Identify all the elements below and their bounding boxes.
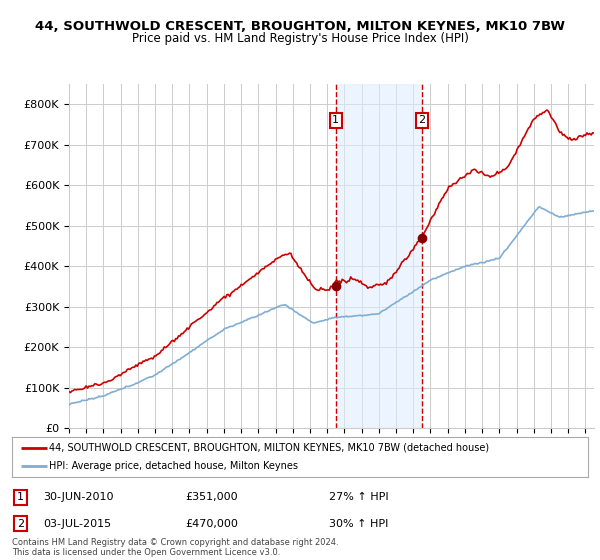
Bar (336, 84, 422, 428)
Text: 03-JUL-2015: 03-JUL-2015 (44, 519, 112, 529)
Text: 30-JUN-2010: 30-JUN-2010 (44, 492, 114, 502)
Text: 1: 1 (17, 492, 24, 502)
Text: 1: 1 (332, 115, 340, 125)
Text: HPI: Average price, detached house, Milton Keynes: HPI: Average price, detached house, Milt… (49, 461, 298, 471)
Text: 44, SOUTHWOLD CRESCENT, BROUGHTON, MILTON KEYNES, MK10 7BW: 44, SOUTHWOLD CRESCENT, BROUGHTON, MILTO… (35, 20, 565, 32)
Text: £470,000: £470,000 (185, 519, 238, 529)
Text: 2: 2 (418, 115, 425, 125)
Text: 2: 2 (17, 519, 24, 529)
Text: Price paid vs. HM Land Registry's House Price Index (HPI): Price paid vs. HM Land Registry's House … (131, 32, 469, 45)
Text: 44, SOUTHWOLD CRESCENT, BROUGHTON, MILTON KEYNES, MK10 7BW (detached house): 44, SOUTHWOLD CRESCENT, BROUGHTON, MILTO… (49, 443, 490, 452)
Text: Contains HM Land Registry data © Crown copyright and database right 2024.
This d: Contains HM Land Registry data © Crown c… (12, 538, 338, 557)
Text: 30% ↑ HPI: 30% ↑ HPI (329, 519, 388, 529)
Text: 27% ↑ HPI: 27% ↑ HPI (329, 492, 388, 502)
Text: £351,000: £351,000 (185, 492, 238, 502)
